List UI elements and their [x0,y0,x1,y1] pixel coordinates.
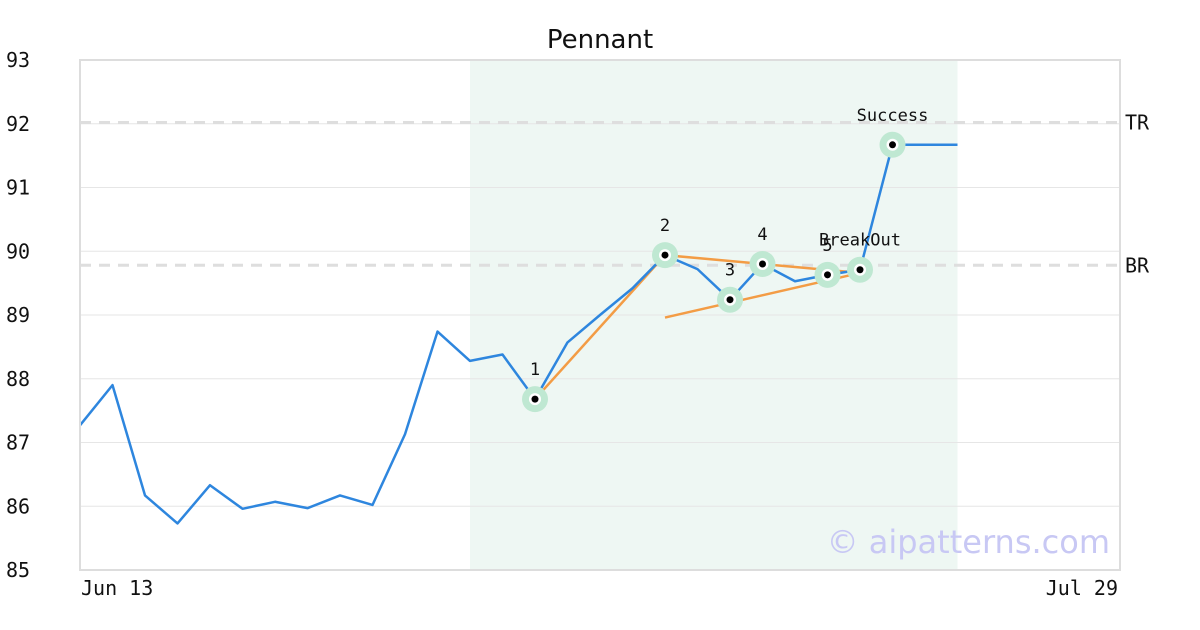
y-tick-label: 92 [6,112,30,136]
price-line [79,143,958,525]
point-marker-dot [824,271,831,279]
point-label: 2 [660,216,670,236]
x-tick-label: Jun 13 [81,576,153,600]
watermark: © aipatterns.com [827,523,1110,561]
point-marker-dot [759,260,766,268]
point-marker-dot [856,266,864,274]
level-label-tr: TR [1125,110,1150,134]
y-tick-label: 85 [6,558,30,582]
x-tick-label: Jul 29 [1046,576,1118,600]
chart-title: Pennant [547,25,653,55]
point-marker-dot [889,141,896,149]
point-label: 3 [725,261,735,281]
y-tick-label: 89 [6,303,30,327]
point-marker-dot [661,251,669,259]
y-tick-label: 93 [6,48,30,72]
trend-line [534,254,666,400]
point-label: 5 [822,236,832,256]
point-marker-dot [531,395,539,403]
y-tick-label: 86 [6,494,30,518]
point-label: BreakOut [819,231,901,251]
point-label: 4 [757,225,767,245]
y-tick-label: 87 [6,431,30,455]
y-tick-label: 88 [6,367,30,391]
point-label: 1 [530,360,540,380]
point-marker-dot [726,296,734,304]
y-tick-label: 91 [6,176,30,200]
level-label-br: BR [1125,253,1150,277]
plot-frame [79,59,1121,571]
y-tick-label: 90 [6,239,30,263]
point-label: Success [857,106,929,126]
